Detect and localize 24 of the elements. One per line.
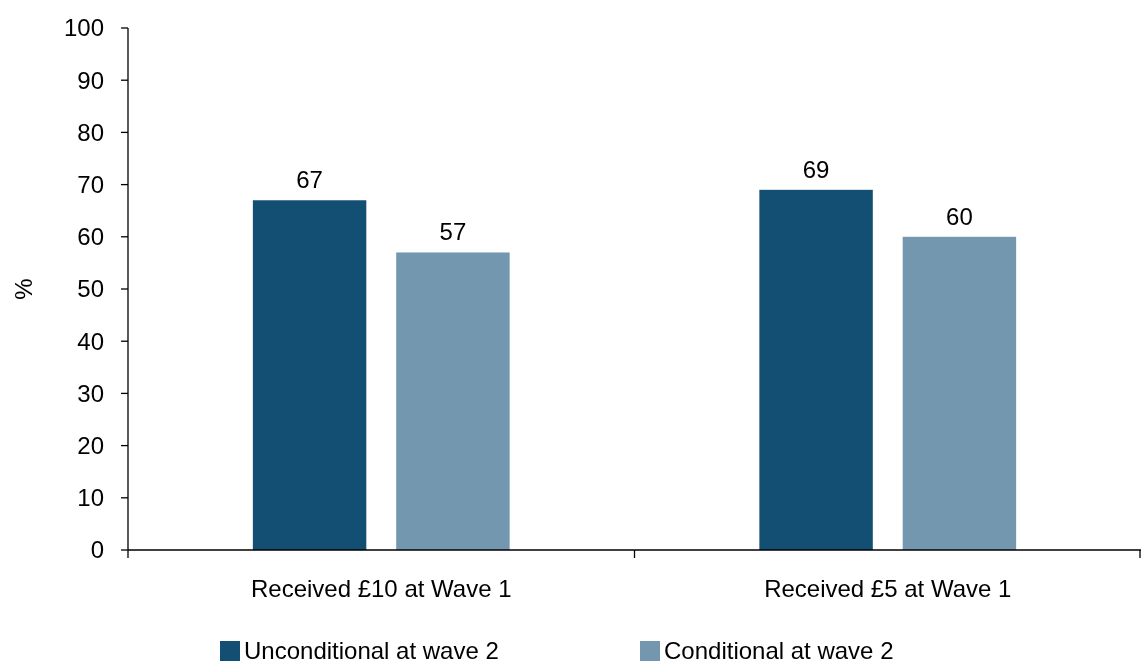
data-label: 67 xyxy=(296,166,323,194)
x-tick-label: Received £10 at Wave 1 xyxy=(250,575,512,602)
legend-label: Unconditional at wave 2 xyxy=(244,637,499,664)
data-label: 57 xyxy=(439,218,467,246)
data-label: 60 xyxy=(946,202,973,230)
y-tick-label: 20 xyxy=(77,432,104,459)
y-tick-label: 50 xyxy=(77,275,104,303)
bar xyxy=(396,252,510,550)
y-tick-label: 70 xyxy=(77,171,104,198)
y-tick-label: 60 xyxy=(77,223,104,251)
y-tick-label: 0 xyxy=(90,536,104,564)
bar xyxy=(902,236,1017,550)
y-tick-label: 80 xyxy=(77,118,104,146)
x-tick-label: Received £5 at Wave 1 xyxy=(764,575,1012,602)
y-tick-label: 90 xyxy=(77,66,104,94)
y-tick-label: 40 xyxy=(77,327,104,355)
y-tick-label: 10 xyxy=(77,484,104,512)
legend-label: Conditional at wave 2 xyxy=(664,637,894,664)
bar xyxy=(252,200,367,550)
bar xyxy=(759,189,873,550)
y-tick-label: 100 xyxy=(63,14,104,42)
y-tick-label: 30 xyxy=(77,379,104,407)
data-label: 69 xyxy=(802,155,830,183)
y-axis-title: % xyxy=(10,278,37,300)
